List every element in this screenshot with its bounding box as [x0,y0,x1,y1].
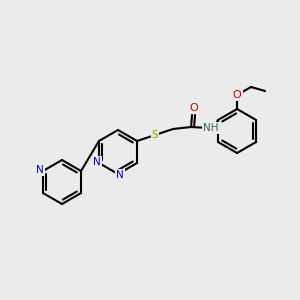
Text: N: N [116,170,124,180]
Text: NH: NH [203,123,219,133]
Text: S: S [152,130,158,140]
Text: N: N [93,157,101,167]
Text: O: O [190,103,198,113]
Text: O: O [233,90,242,100]
Text: N: N [36,165,44,175]
